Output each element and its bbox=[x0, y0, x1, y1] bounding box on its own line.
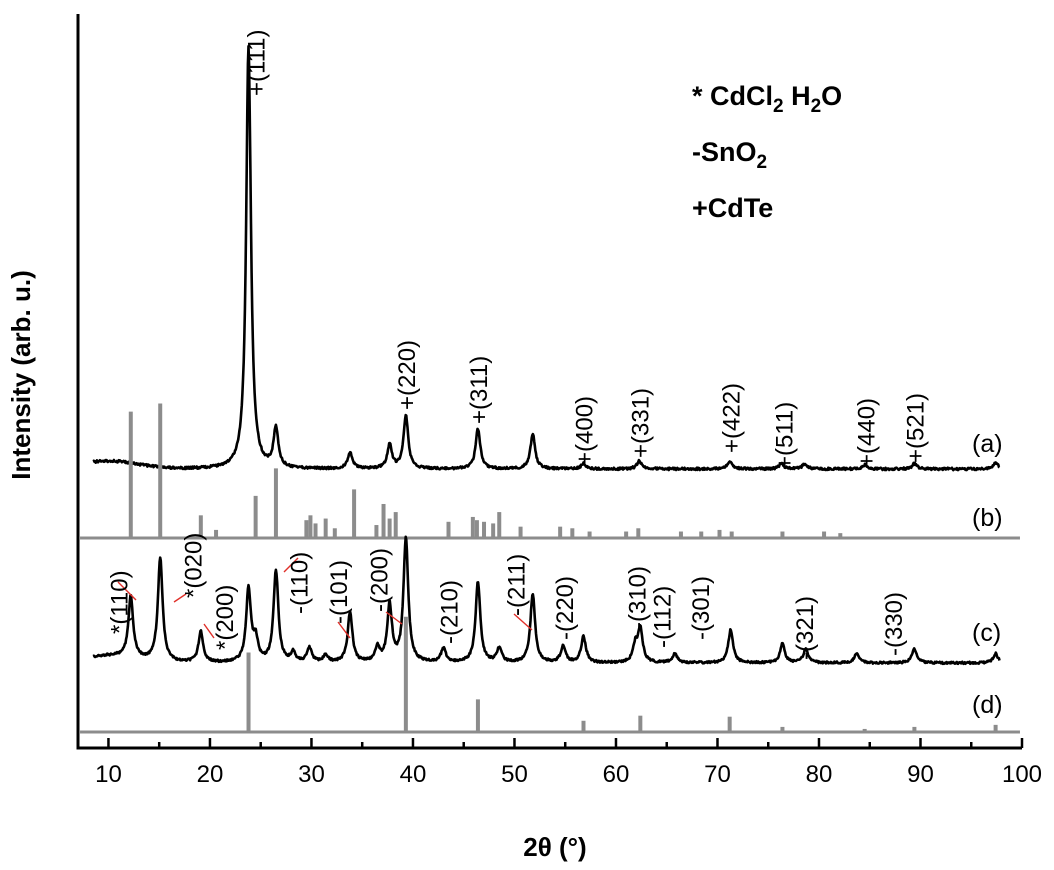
peak-label-c: -(211) bbox=[503, 554, 530, 616]
axis-frame bbox=[76, 14, 1022, 750]
peak-label-c: -(210) bbox=[436, 580, 463, 644]
peak-label-a: +(311) bbox=[466, 356, 493, 424]
x-tick-label: 40 bbox=[400, 761, 427, 788]
x-tick-label: 30 bbox=[298, 761, 325, 788]
peak-label-c: -(200) bbox=[366, 548, 393, 612]
peak-label-a: +(111) bbox=[244, 30, 271, 96]
plot-area: +(111) +(220) +(311) +(400) +(331) +(422) +(51… bbox=[80, 30, 1020, 734]
leader-line bbox=[283, 557, 299, 573]
leader-line bbox=[117, 581, 137, 601]
x-tick-label: 90 bbox=[907, 761, 934, 788]
x-tick-label: 100 bbox=[1002, 761, 1042, 788]
trace-label: (a) bbox=[972, 430, 1003, 458]
peak-label-a: +(440) bbox=[854, 398, 881, 468]
peak-label-a: +(220) bbox=[394, 340, 421, 410]
peak-label-c: -(310) bbox=[624, 566, 651, 630]
x-tick-label: 20 bbox=[197, 761, 224, 788]
x-tick-label: 10 bbox=[95, 761, 122, 788]
peak-label-c: -(110) bbox=[286, 552, 313, 614]
peak-label-a: +(400) bbox=[571, 396, 598, 466]
leader-line bbox=[513, 613, 533, 631]
peak-label-c: *(200) bbox=[212, 585, 239, 650]
peak-label-c: -(101) bbox=[326, 560, 353, 624]
y-axis-title: Intensity (arb. u.) bbox=[6, 270, 36, 479]
x-axis-title: 2θ (°) bbox=[523, 832, 586, 862]
legend-entry: * CdCl2 H2O bbox=[692, 81, 842, 117]
x-tick-label: 70 bbox=[704, 761, 731, 788]
x-tick-label: 60 bbox=[603, 761, 630, 788]
x-tick-label: 50 bbox=[501, 761, 528, 788]
peak-label-c: -(321) bbox=[792, 596, 819, 660]
peak-label-c: *(110) bbox=[107, 570, 134, 634]
peak-label-c: -(220) bbox=[552, 576, 579, 640]
trace-label: (d) bbox=[972, 691, 1003, 719]
legend-entry: -SnO2 bbox=[692, 137, 767, 173]
trace-label: (c) bbox=[972, 619, 1001, 647]
peak-label-a: +(511) bbox=[771, 402, 798, 470]
axes: 10 20 30 40 50 60 70 80 90 100 bbox=[76, 14, 1042, 788]
x-tick-label: 80 bbox=[806, 761, 833, 788]
peak-label-c: -(301) bbox=[688, 576, 715, 640]
leader-line bbox=[385, 611, 403, 625]
legend-entry: +CdTe bbox=[692, 193, 773, 223]
peak-label-a: +(422) bbox=[719, 383, 746, 453]
leader-line bbox=[203, 623, 215, 639]
peak-label-c: *(020) bbox=[181, 533, 208, 598]
series-c-line bbox=[92, 535, 1001, 666]
peak-label-c: -(330) bbox=[881, 592, 908, 656]
series-a-line bbox=[92, 44, 1001, 472]
legend: * CdCl2 H2O -SnO2 +CdTe bbox=[692, 81, 842, 223]
peak-label-a: +(521) bbox=[902, 393, 929, 463]
leader-line bbox=[337, 621, 351, 639]
leader-line bbox=[173, 593, 187, 603]
trace-label: (b) bbox=[972, 504, 1003, 532]
peak-label-a: +(331) bbox=[627, 388, 654, 458]
peak-label-c: -(112) bbox=[650, 586, 677, 648]
